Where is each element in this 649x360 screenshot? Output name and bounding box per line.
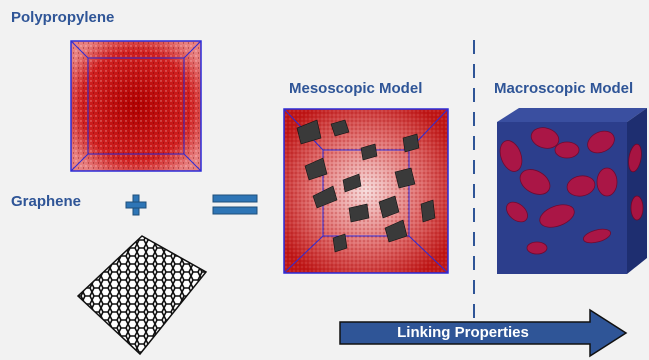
dashed-divider — [472, 40, 476, 318]
linking-properties-arrow: Linking Properties — [338, 308, 628, 358]
polypropylene-label: Polypropylene — [11, 9, 115, 26]
polypropylene-box — [70, 40, 202, 172]
mesoscopic-model-label: Mesoscopic Model — [289, 80, 423, 97]
macroscopic-model-label: Macroscopic Model — [494, 80, 634, 97]
macroscopic-model-cube — [497, 108, 647, 276]
linking-properties-label: Linking Properties — [397, 324, 529, 341]
equals-icon — [212, 193, 258, 217]
graphene-label: Graphene — [11, 193, 82, 210]
plus-icon — [124, 193, 148, 217]
mesoscopic-model-box — [283, 108, 449, 274]
graphene-sheet-icon — [74, 232, 210, 358]
